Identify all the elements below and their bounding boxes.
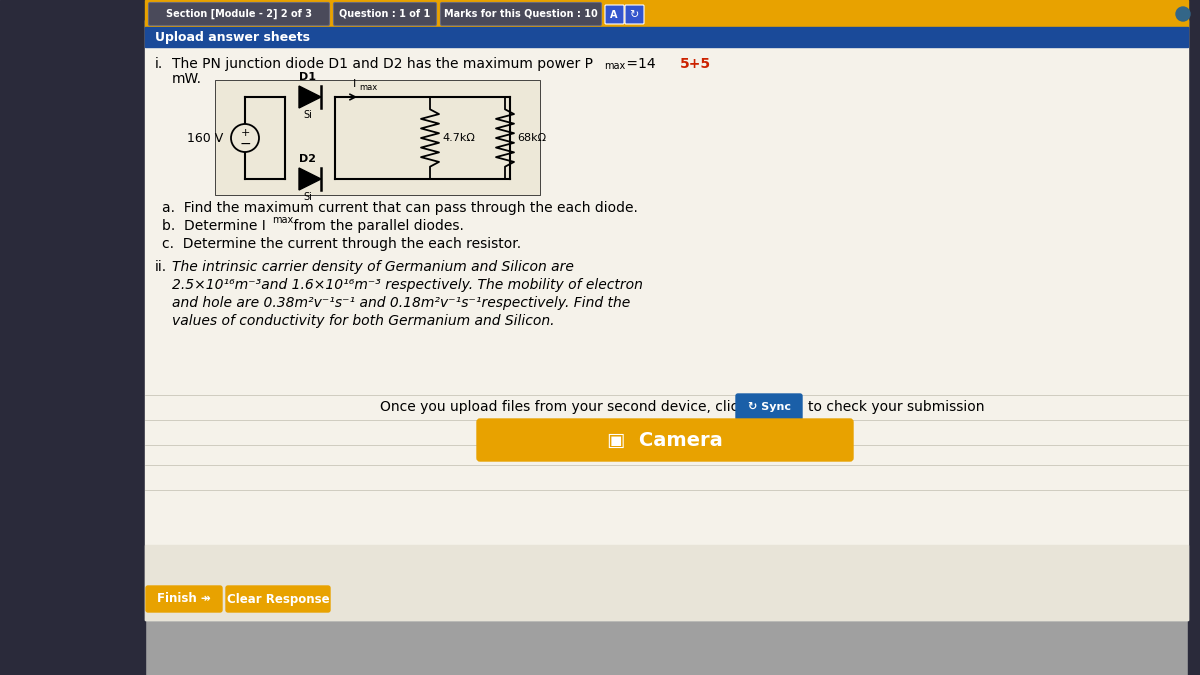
Text: b.  Determine I: b. Determine I — [162, 219, 265, 233]
Bar — [145, 0, 1188, 27]
Text: The PN junction diode D1 and D2 has the maximum power P: The PN junction diode D1 and D2 has the … — [172, 57, 593, 71]
FancyBboxPatch shape — [146, 586, 222, 612]
FancyBboxPatch shape — [334, 3, 437, 26]
Text: mW.: mW. — [172, 72, 202, 86]
Text: The intrinsic carrier density of Germanium and Silicon are: The intrinsic carrier density of Germani… — [172, 260, 574, 274]
Text: 68kΩ: 68kΩ — [517, 133, 546, 143]
Text: Once you upload files from your second device, click on: Once you upload files from your second d… — [380, 400, 768, 414]
Text: Si: Si — [304, 110, 312, 120]
Text: Marks for this Question : 10: Marks for this Question : 10 — [444, 9, 598, 19]
Text: a.  Find the maximum current that can pass through the each diode.: a. Find the maximum current that can pas… — [162, 201, 638, 215]
Text: Finish ↠: Finish ↠ — [157, 593, 211, 605]
Text: =14: =14 — [622, 57, 655, 71]
Text: Upload answer sheets: Upload answer sheets — [155, 30, 310, 43]
Text: 2.5×10¹⁶m⁻³and 1.6×10¹⁶m⁻³ respectively. The mobility of electron: 2.5×10¹⁶m⁻³and 1.6×10¹⁶m⁻³ respectively.… — [172, 278, 643, 292]
Text: values of conductivity for both Germanium and Silicon.: values of conductivity for both Germaniu… — [172, 314, 554, 328]
FancyBboxPatch shape — [478, 419, 853, 461]
Bar — [0, 0, 145, 675]
Text: −: − — [239, 137, 251, 151]
Polygon shape — [299, 168, 322, 190]
Text: Clear Response: Clear Response — [227, 593, 329, 605]
Polygon shape — [299, 86, 322, 108]
Text: max: max — [272, 215, 293, 225]
Text: max: max — [359, 83, 377, 92]
Text: c.  Determine the current through the each resistor.: c. Determine the current through the eac… — [162, 237, 521, 251]
Bar — [145, 20, 1188, 620]
Text: ↻: ↻ — [629, 10, 638, 20]
Text: D2: D2 — [300, 154, 317, 164]
Bar — [145, 545, 1188, 620]
Text: 4.7kΩ: 4.7kΩ — [442, 133, 475, 143]
Text: to check your submission: to check your submission — [808, 400, 984, 414]
Text: ↻ Sync: ↻ Sync — [748, 402, 791, 412]
FancyBboxPatch shape — [625, 5, 644, 24]
Text: 160 V: 160 V — [187, 132, 223, 144]
FancyBboxPatch shape — [605, 5, 624, 24]
Text: 5+5: 5+5 — [680, 57, 712, 71]
Text: max: max — [604, 61, 625, 71]
Text: +: + — [240, 128, 250, 138]
Bar — [215, 80, 540, 195]
Bar — [145, 27, 1188, 47]
FancyBboxPatch shape — [149, 3, 330, 26]
FancyBboxPatch shape — [440, 3, 601, 26]
Text: i.: i. — [155, 57, 163, 71]
Text: Si: Si — [304, 192, 312, 202]
Circle shape — [1176, 7, 1190, 21]
Circle shape — [230, 124, 259, 152]
FancyBboxPatch shape — [736, 394, 802, 420]
FancyBboxPatch shape — [226, 586, 330, 612]
Text: ii.: ii. — [155, 260, 167, 274]
Text: Section [Module - 2] 2 of 3: Section [Module - 2] 2 of 3 — [166, 9, 312, 19]
Text: from the parallel diodes.: from the parallel diodes. — [289, 219, 464, 233]
Text: Question : 1 of 1: Question : 1 of 1 — [340, 9, 431, 19]
Text: D1: D1 — [300, 72, 317, 82]
Text: I: I — [353, 79, 356, 89]
Bar — [1188, 0, 1200, 675]
Text: and hole are 0.38m²v⁻¹s⁻¹ and 0.18m²v⁻¹s⁻¹respectively. Find the: and hole are 0.38m²v⁻¹s⁻¹ and 0.18m²v⁻¹s… — [172, 296, 630, 310]
Text: ▣  Camera: ▣ Camera — [607, 431, 722, 450]
Text: A: A — [611, 10, 618, 20]
